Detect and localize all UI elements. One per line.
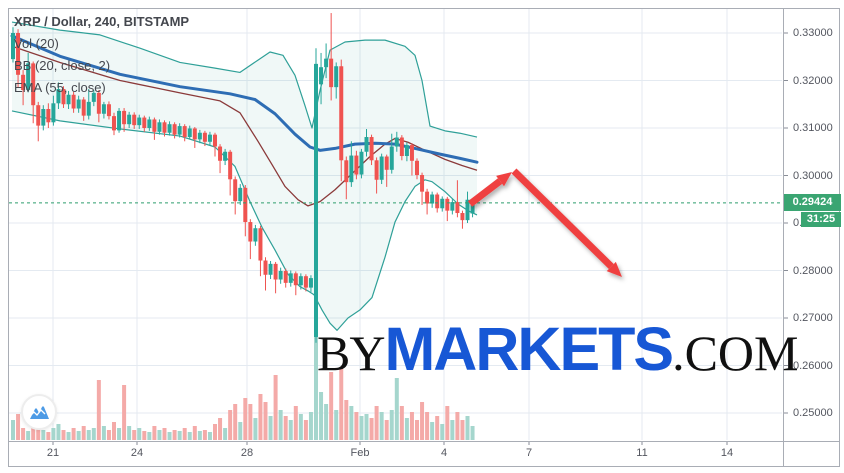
price-tick-0.33000: 0.33000 (793, 27, 833, 39)
legend-item-ema[interactable]: EMA (55, close) (14, 80, 106, 95)
legend-item-bb[interactable]: BB (20, close, 2) (14, 58, 111, 73)
candlestick-series (11, 13, 475, 343)
bar-countdown-label: 31:25 (801, 211, 841, 227)
watermark-markets: MARKETS (384, 315, 674, 383)
time-axis-separator (8, 441, 840, 442)
price-tick-0.28000: 0.28000 (793, 264, 833, 277)
watermark-by: BY (317, 325, 385, 381)
watermark-com: .COM (672, 325, 799, 381)
last-price-label: 0.29424 (784, 193, 841, 211)
bymarkets-logo (21, 394, 57, 430)
price-tick-0.32000: 0.32000 (793, 74, 833, 87)
bb-upper-line (11, 21, 478, 138)
time-tick-24: 24 (130, 447, 144, 459)
price-tick-0.26000: 0.26000 (793, 359, 833, 372)
watermark-bymarkets: BY MARKETS .COM (317, 314, 799, 384)
symbol-title: XRP / Dollar, 240, BITSTAMP (14, 14, 190, 29)
bb-fill (12, 22, 477, 331)
time-tick-Feb: Feb (350, 447, 370, 459)
price-tick-0.30000: 0.30000 (793, 169, 833, 182)
price-axis[interactable]: 0.330000.320000.310000.300000.290000.280… (784, 8, 841, 441)
time-axis[interactable]: 21 24 28 Feb 4 7 11 14 (8, 441, 783, 468)
legend-item-volume[interactable]: Vol (20) (14, 36, 59, 51)
price-axis-separator (783, 8, 784, 467)
time-tick-28: 28 (240, 447, 254, 459)
price-tick-0.31000: 0.31000 (793, 122, 833, 134)
price-tick-0.27000: 0.27000 (793, 312, 833, 324)
mountain-cloud-icon (29, 405, 49, 419)
legend: XRP / Dollar, 240, BITSTAMP Vol (20) BB … (14, 11, 189, 99)
time-tick-7: 7 (525, 447, 533, 459)
time-tick-4: 4 (440, 447, 448, 459)
price-tick-0.25000: 0.25000 (793, 407, 833, 419)
volume-series (11, 325, 475, 440)
time-tick-11: 11 (636, 447, 648, 459)
forecast-arrow[interactable] (467, 168, 622, 277)
time-tick-21: 21 (46, 447, 60, 459)
time-tick-14: 14 (720, 447, 734, 459)
